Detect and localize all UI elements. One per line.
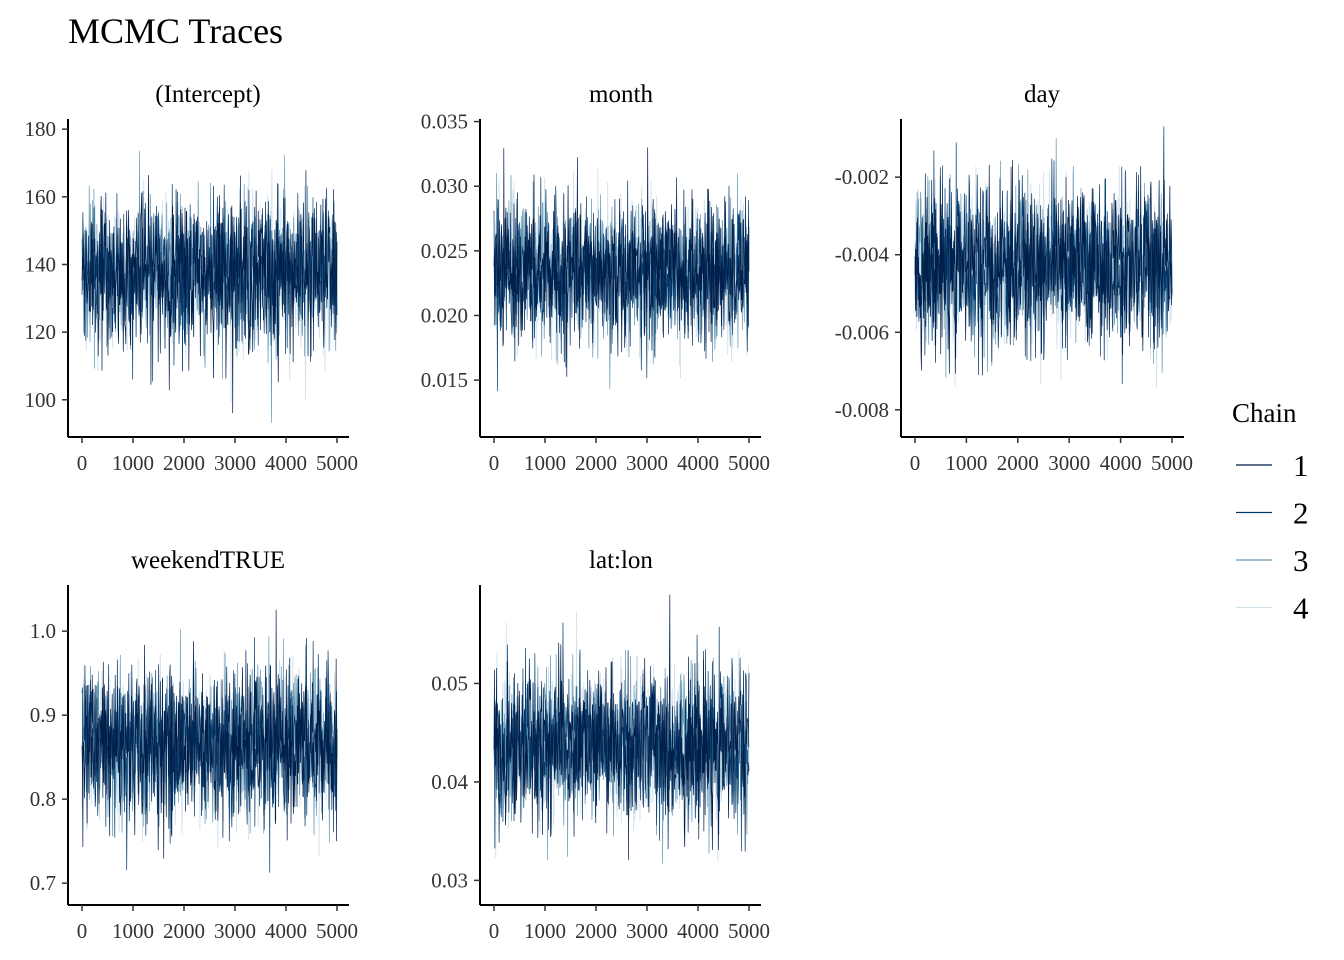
y-tick-label: 0.7 <box>30 871 56 895</box>
x-tick-label: 2000 <box>163 451 205 475</box>
y-tick-label: -0.002 <box>835 165 889 189</box>
chain-1-trace <box>493 147 750 377</box>
panel-title: lat:lon <box>589 547 653 574</box>
y-tick-label: 0.020 <box>421 303 468 327</box>
chain-legend: Chain 1 2 3 4 <box>1232 398 1309 626</box>
panel-title: day <box>1024 81 1061 108</box>
x-tick-label: 5000 <box>728 451 770 475</box>
x-tick-label: 5000 <box>1151 451 1193 475</box>
x-tick-label: 1000 <box>524 451 566 475</box>
y-tick-label: 0.03 <box>431 868 468 892</box>
x-tick-label: 4000 <box>1100 451 1142 475</box>
y-tick-label: 0.030 <box>421 174 468 198</box>
y-tick-label: -0.008 <box>835 398 889 422</box>
y-tick-label: 0.025 <box>421 239 468 263</box>
y-tick-label: 0.035 <box>421 110 468 134</box>
y-tick-label: 120 <box>25 320 57 344</box>
x-tick-label: 2000 <box>997 451 1039 475</box>
y-tick-label: 0.05 <box>431 671 468 695</box>
x-tick-label: 1000 <box>524 919 566 943</box>
y-tick-label: 140 <box>25 252 57 276</box>
x-tick-label: 4000 <box>265 919 307 943</box>
y-tick-label: 0.04 <box>431 770 468 794</box>
y-tick-label: -0.004 <box>835 243 890 267</box>
trace-panel: (Intercept) 100 120 140 160 180 0 1000 2000 3000 4… <box>25 81 359 475</box>
x-tick-label: 0 <box>489 919 500 943</box>
trace-panels: (Intercept) 100 120 140 160 180 0 1000 2000 3000 4… <box>25 81 1194 943</box>
x-tick-label: 3000 <box>626 919 668 943</box>
x-tick-label: 5000 <box>728 919 770 943</box>
x-tick-label: 5000 <box>316 451 358 475</box>
y-tick-label: 0.9 <box>30 703 56 727</box>
legend-label-chain-3: 3 <box>1293 543 1309 578</box>
trace-panel: weekendTRUE 0.7 0.8 0.9 1.0 0 1000 2000 3000 4000… <box>30 547 358 943</box>
x-tick-label: 0 <box>910 451 921 475</box>
x-tick-label: 3000 <box>214 451 256 475</box>
legend-label-chain-1: 1 <box>1293 448 1309 483</box>
x-tick-label: 4000 <box>677 919 719 943</box>
y-tick-label: 100 <box>25 388 57 412</box>
y-tick-label: 180 <box>25 117 57 141</box>
x-tick-label: 4000 <box>265 451 307 475</box>
x-tick-label: 2000 <box>163 919 205 943</box>
x-tick-label: 0 <box>77 919 88 943</box>
y-tick-label: 0.015 <box>421 368 468 392</box>
legend-label-chain-2: 2 <box>1293 496 1309 531</box>
chain-2-trace <box>914 126 1173 384</box>
x-tick-label: 2000 <box>575 451 617 475</box>
legend-label-chain-4: 4 <box>1293 591 1309 626</box>
chain-1-trace <box>81 609 338 859</box>
x-tick-label: 5000 <box>316 919 358 943</box>
trace-panel: month 0.015 0.020 0.025 0.030 0.035 0 1000 2000 3… <box>421 81 770 475</box>
x-tick-label: 3000 <box>626 451 668 475</box>
x-tick-label: 3000 <box>1048 451 1090 475</box>
legend-title: Chain <box>1232 398 1297 428</box>
y-tick-label: 1.0 <box>30 619 56 643</box>
chain-1-trace <box>81 170 338 414</box>
chain-1-trace <box>493 594 750 860</box>
y-tick-label: -0.006 <box>835 320 889 344</box>
y-tick-label: 160 <box>25 185 57 209</box>
panel-title: month <box>589 81 653 108</box>
x-tick-label: 1000 <box>112 451 154 475</box>
trace-panel: lat:lon 0.03 0.04 0.05 0 1000 2000 3000 4000 5000 <box>431 547 770 943</box>
x-tick-label: 0 <box>489 451 500 475</box>
y-tick-label: 0.8 <box>30 787 56 811</box>
x-tick-label: 4000 <box>677 451 719 475</box>
panel-title: (Intercept) <box>155 81 260 108</box>
figure-title: MCMC Traces <box>68 11 283 51</box>
x-tick-label: 1000 <box>112 919 154 943</box>
chain-1-trace <box>914 159 1173 376</box>
panel-title: weekendTRUE <box>131 547 285 574</box>
trace-panel: day -0.008 -0.006 -0.004 -0.002 0 1000 2000 3000… <box>835 81 1193 475</box>
x-tick-label: 3000 <box>214 919 256 943</box>
x-tick-label: 1000 <box>945 451 987 475</box>
x-tick-label: 2000 <box>575 919 617 943</box>
x-tick-label: 0 <box>77 451 88 475</box>
